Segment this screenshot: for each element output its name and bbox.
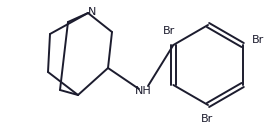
Text: Br: Br <box>163 26 175 36</box>
Text: Br: Br <box>201 114 213 124</box>
Text: NH: NH <box>135 86 151 96</box>
Text: Br: Br <box>252 35 264 45</box>
Text: N: N <box>88 7 96 17</box>
